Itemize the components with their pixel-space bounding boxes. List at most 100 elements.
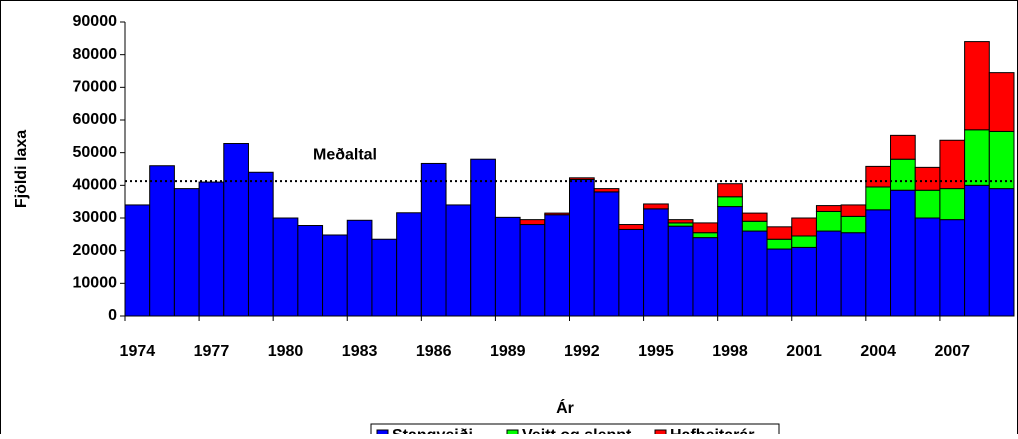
bar-segment	[198, 181, 225, 317]
y-tick-label: 20000	[73, 242, 118, 259]
bar-segment	[741, 220, 768, 232]
bar-segment	[914, 166, 941, 191]
bar-segment	[988, 130, 1015, 190]
bar-segment	[741, 212, 768, 222]
bar-segment	[964, 184, 990, 317]
bar-segment	[247, 171, 274, 317]
bar-segment	[890, 189, 916, 317]
bar-segment	[544, 212, 570, 216]
bar-segment	[667, 219, 694, 224]
bar-segment	[643, 203, 669, 210]
legend-swatch	[506, 429, 519, 439]
legend-swatch	[654, 429, 667, 439]
bar-segment	[890, 158, 916, 191]
bar-segment	[766, 248, 793, 317]
x-tick-label: 1986	[416, 343, 452, 360]
y-tick-label: 30000	[73, 209, 118, 226]
bar-segment	[988, 72, 1015, 132]
bar-segment	[223, 143, 249, 317]
bar-segment	[914, 217, 941, 317]
bar-segment	[643, 208, 669, 317]
bar-segment	[593, 188, 620, 193]
bar-segment	[322, 234, 348, 317]
x-tick-label: 1977	[194, 343, 230, 360]
bar-segment	[815, 210, 842, 232]
y-tick-label: 10000	[73, 275, 118, 292]
legend-swatch	[376, 429, 389, 439]
bar-segment	[840, 232, 867, 317]
x-tick-label: 1995	[638, 343, 674, 360]
y-tick-label: 70000	[73, 79, 118, 96]
x-tick-label: 2007	[934, 343, 970, 360]
bar-segment	[988, 188, 1015, 317]
bar-segment	[791, 217, 817, 237]
bar-segment	[890, 134, 916, 160]
bar-segment	[717, 196, 743, 208]
bar-segment	[420, 162, 447, 317]
bar-segment	[692, 232, 719, 239]
x-tick-label: 1983	[342, 343, 378, 360]
bar-segment	[964, 41, 990, 131]
bar-segment	[964, 129, 990, 186]
y-axis-title: Fjöldi laxa	[13, 130, 30, 208]
bar-segment	[544, 214, 570, 317]
bar-segment	[569, 178, 595, 317]
legend-label: Hafbeitarár	[670, 427, 754, 434]
y-tick-label: 80000	[73, 46, 118, 63]
bar-segment	[569, 177, 595, 180]
bar-segment	[840, 204, 867, 217]
bar-segment	[815, 205, 842, 212]
bar-segment	[791, 246, 817, 317]
bar-segment	[717, 183, 743, 198]
bar-segment	[519, 224, 546, 317]
bar-segment	[766, 238, 793, 250]
x-tick-label: 1980	[268, 343, 304, 360]
bar-segment	[717, 206, 743, 317]
y-tick-label: 90000	[73, 13, 118, 30]
bar-segment	[470, 158, 496, 317]
x-axis-title: Ár	[556, 398, 574, 417]
bar-segment	[766, 226, 793, 240]
y-tick-label: 50000	[73, 144, 118, 161]
x-tick-label: 2004	[860, 343, 896, 360]
y-tick-label: 60000	[73, 111, 118, 128]
legend-label: Veitt og sleppt	[522, 427, 632, 434]
bar-segment	[939, 188, 966, 221]
bar-segment	[396, 212, 422, 317]
bar-segment	[692, 237, 719, 317]
bar-segment	[593, 191, 620, 317]
x-tick-label: 1998	[712, 343, 748, 360]
bar-segment	[741, 230, 768, 317]
bar-segment	[865, 209, 892, 317]
bar-segment	[667, 225, 694, 317]
bar-segment	[840, 215, 867, 234]
bar-segment	[791, 235, 817, 248]
bar-segment	[272, 217, 299, 317]
bar-segment	[494, 216, 521, 317]
bar-segment	[297, 225, 324, 317]
bar-segment	[445, 204, 472, 317]
bar-segment	[519, 219, 546, 226]
bar-segment	[124, 204, 151, 317]
bar-segment	[618, 224, 645, 230]
bar-segment	[939, 219, 966, 317]
legend-label: Stangveiði	[392, 427, 473, 434]
bar-segment	[815, 230, 842, 317]
bar-segment	[692, 222, 719, 234]
bar-segment	[346, 219, 373, 317]
bar-segment	[173, 188, 200, 317]
bar-segment	[149, 165, 175, 317]
x-tick-label: 1974	[120, 343, 156, 360]
x-tick-label: 1989	[490, 343, 526, 360]
average-label: Meðaltal	[313, 146, 377, 163]
bar-segment	[914, 189, 941, 219]
bar-segment	[618, 228, 645, 317]
x-tick-label: 1992	[564, 343, 600, 360]
bar-segment	[865, 186, 892, 211]
y-tick-label: 0	[108, 307, 117, 324]
bar-segment	[865, 165, 892, 188]
y-tick-label: 40000	[73, 177, 118, 194]
bar-segment	[371, 238, 398, 317]
x-tick-label: 2001	[786, 343, 822, 360]
